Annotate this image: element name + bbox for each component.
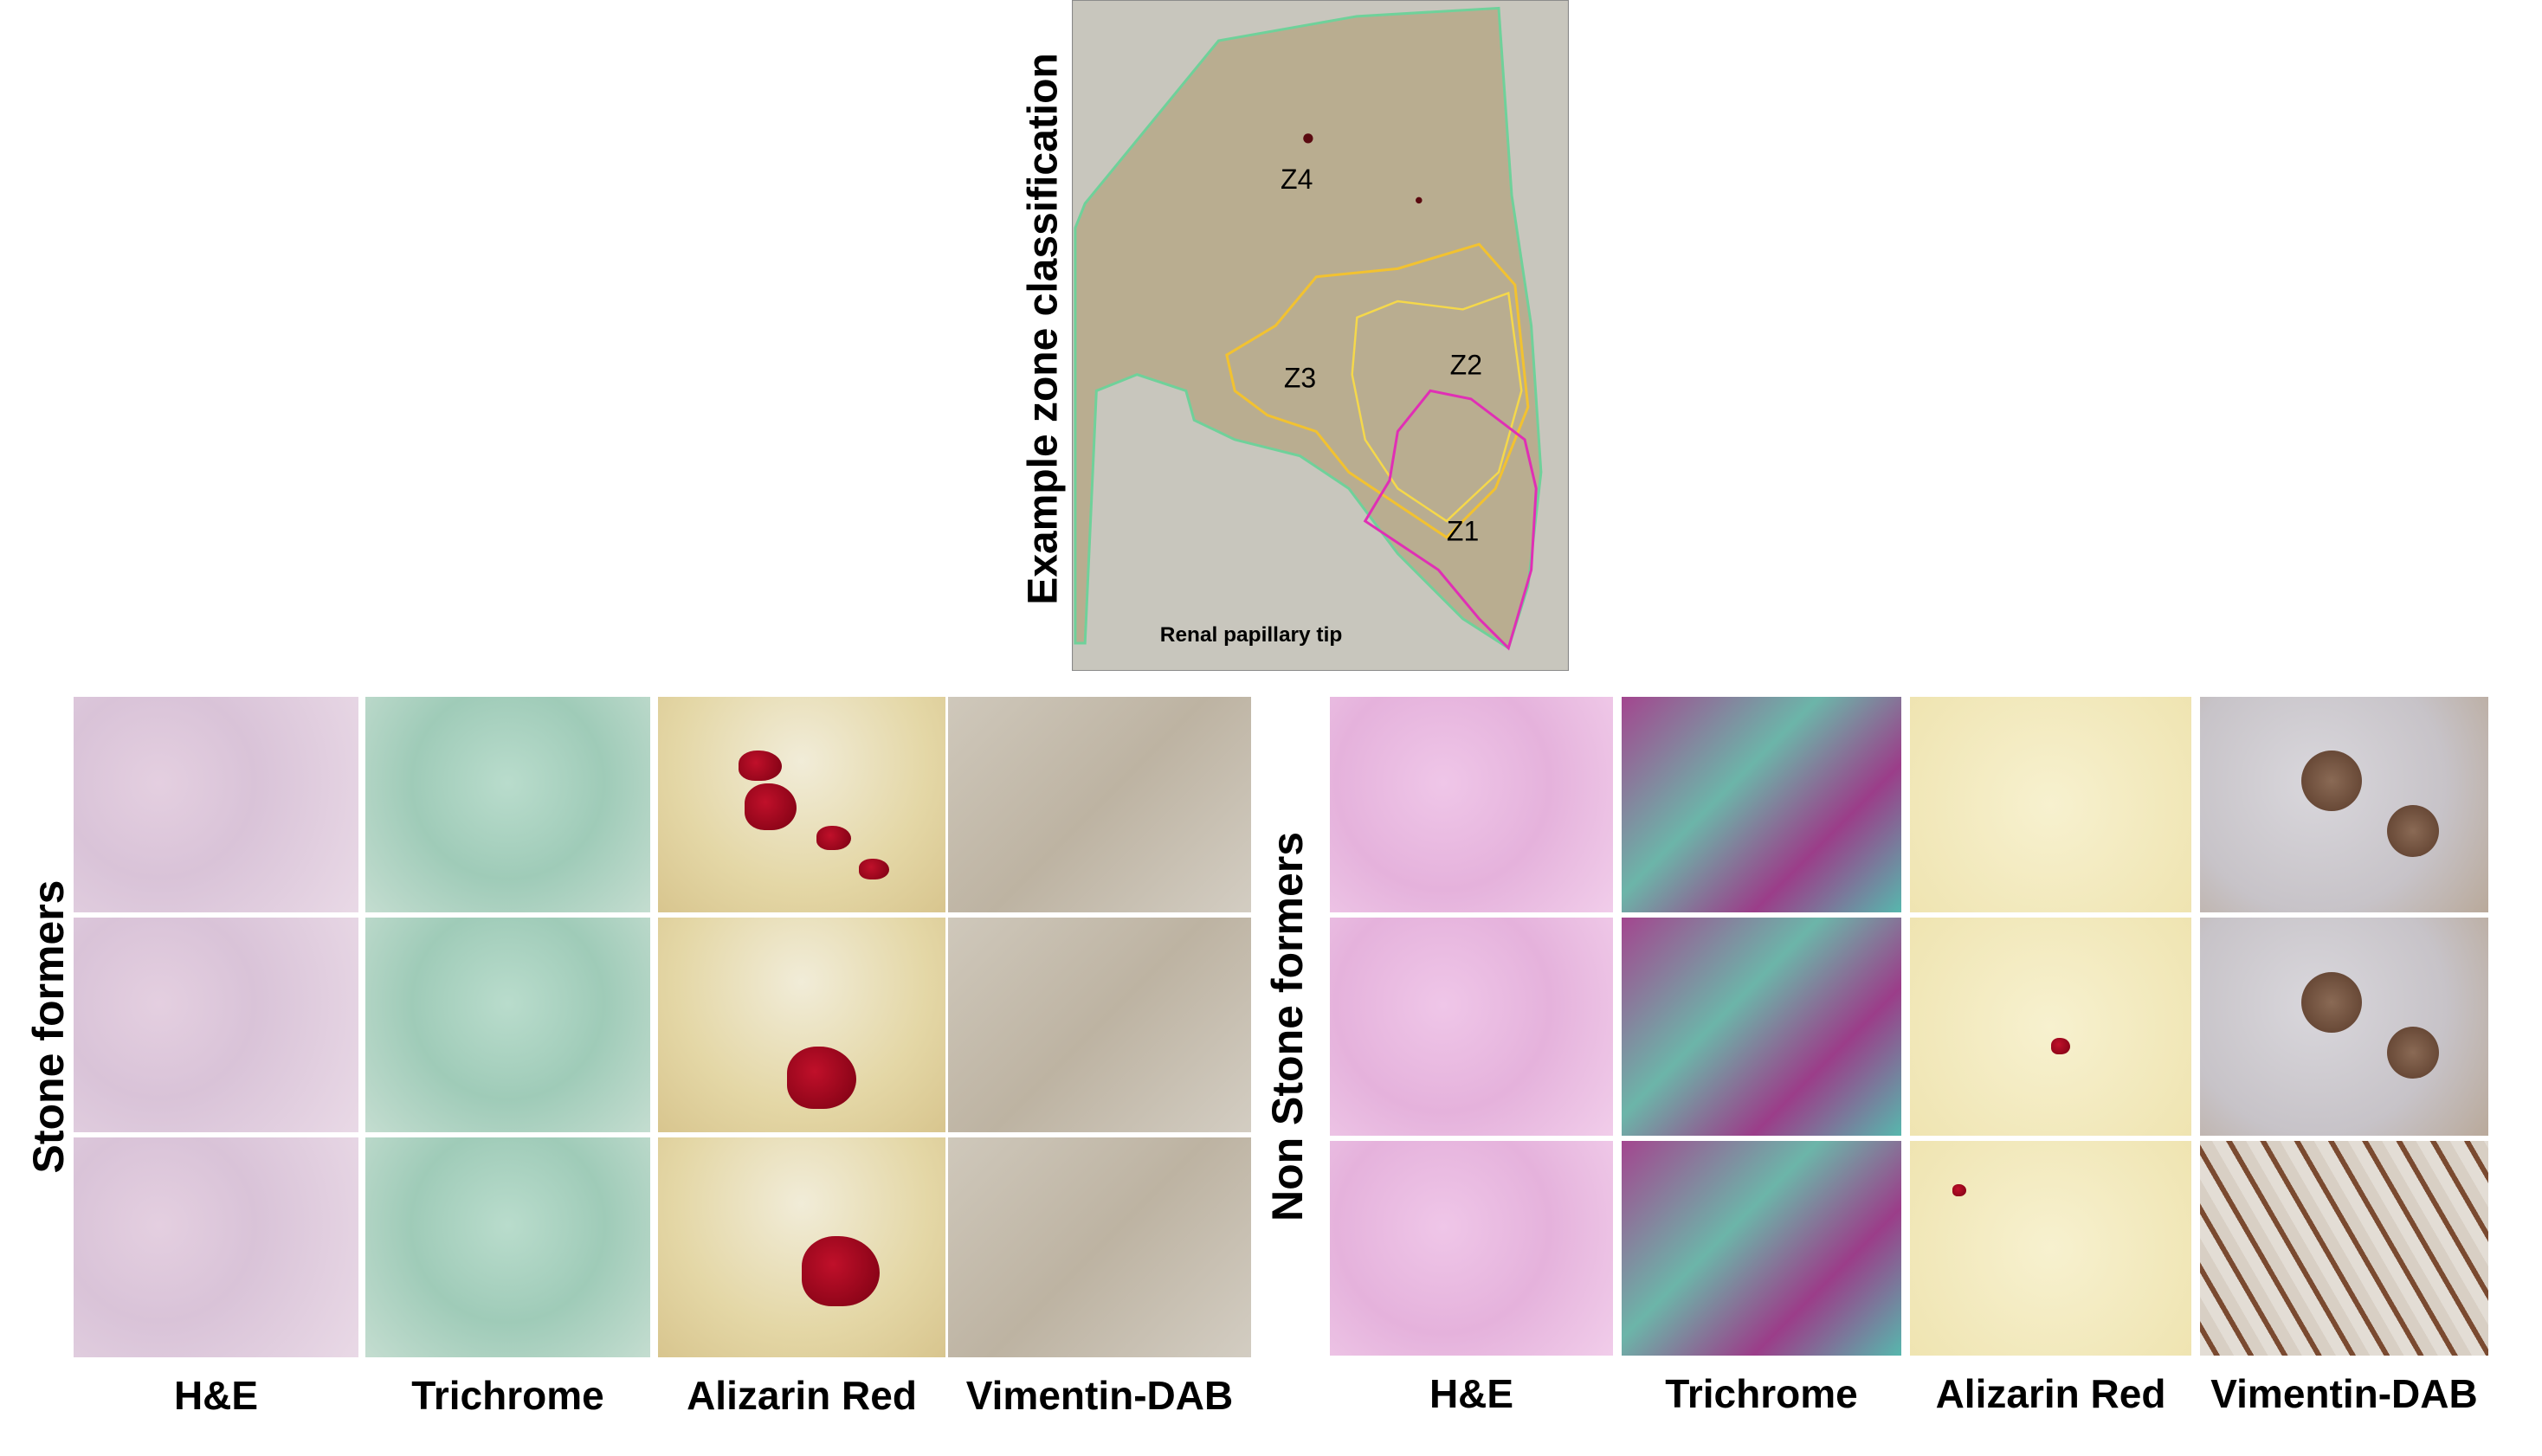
- row-label: Stone formers: [24, 879, 73, 1174]
- micrograph: [1330, 1141, 1613, 1356]
- mineral-deposit: [744, 783, 797, 830]
- micrograph: [2200, 1141, 2488, 1356]
- mineral-deposit: [859, 858, 890, 880]
- micrograph: [1910, 1141, 2191, 1356]
- micrograph: [74, 918, 358, 1132]
- micrograph: [1330, 697, 1613, 912]
- zone-caption: Renal papillary tip: [1160, 623, 1343, 647]
- column-label: Vimentin-DAB: [2210, 1371, 2478, 1416]
- mineral-deposit: [738, 751, 782, 782]
- column-label: Alizarin Red: [1935, 1371, 2166, 1416]
- micrograph: [948, 1137, 1251, 1357]
- mineral-deposit: [816, 826, 851, 851]
- zone4-outline: [1074, 6, 1543, 650]
- deposit: [1416, 196, 1423, 204]
- micrograph: [1622, 697, 1901, 912]
- micrograph: [1622, 1141, 1901, 1356]
- micrograph: [74, 697, 358, 912]
- micrograph: [365, 918, 650, 1132]
- zone-label: Z1: [1447, 516, 1479, 547]
- zone-label: Z4: [1281, 164, 1313, 195]
- zone3-outline: [1225, 242, 1530, 539]
- mineral-deposit: [1952, 1183, 1966, 1196]
- zone2-outline: [1351, 291, 1523, 523]
- micrograph: [658, 697, 945, 912]
- micrograph: [948, 697, 1251, 912]
- stained-structure: [2387, 804, 2440, 857]
- micrograph: [1910, 918, 2191, 1136]
- column-label: Trichrome: [411, 1373, 604, 1418]
- column-label: H&E: [173, 1373, 259, 1418]
- micrograph: [1622, 918, 1901, 1136]
- stained-structure: [2300, 972, 2362, 1033]
- column-label: Vimentin-DAB: [965, 1373, 1234, 1418]
- column-label: Alizarin Red: [687, 1373, 917, 1418]
- column-label: Trichrome: [1665, 1371, 1858, 1416]
- zone-label: Z2: [1450, 350, 1482, 381]
- zone-title: Example zone classification: [1020, 53, 1067, 605]
- row-label: Non Stone formers: [1263, 831, 1312, 1222]
- stained-structure: [2300, 751, 2362, 812]
- zone1-outline: [1363, 389, 1538, 651]
- micrograph: [365, 1137, 650, 1357]
- micrograph: [2200, 918, 2488, 1136]
- micrograph: [658, 918, 945, 1132]
- micrograph: [1910, 697, 2191, 912]
- zone-label: Z3: [1284, 363, 1316, 394]
- zone-image: Z4 Z3 Z2 Z1 Renal papillary tip: [1072, 0, 1569, 671]
- micrograph: [948, 918, 1251, 1132]
- micrograph: [74, 1137, 358, 1357]
- micrograph: [365, 697, 650, 912]
- micrograph: [1330, 918, 1613, 1136]
- stained-structure: [2387, 1027, 2440, 1079]
- mineral-deposit: [2050, 1037, 2070, 1055]
- micrograph: [2200, 697, 2488, 912]
- mineral-deposit: [802, 1236, 880, 1307]
- micrograph: [658, 1137, 945, 1357]
- column-label: H&E: [1429, 1371, 1514, 1416]
- mineral-deposit: [787, 1046, 857, 1109]
- deposit: [1303, 133, 1313, 144]
